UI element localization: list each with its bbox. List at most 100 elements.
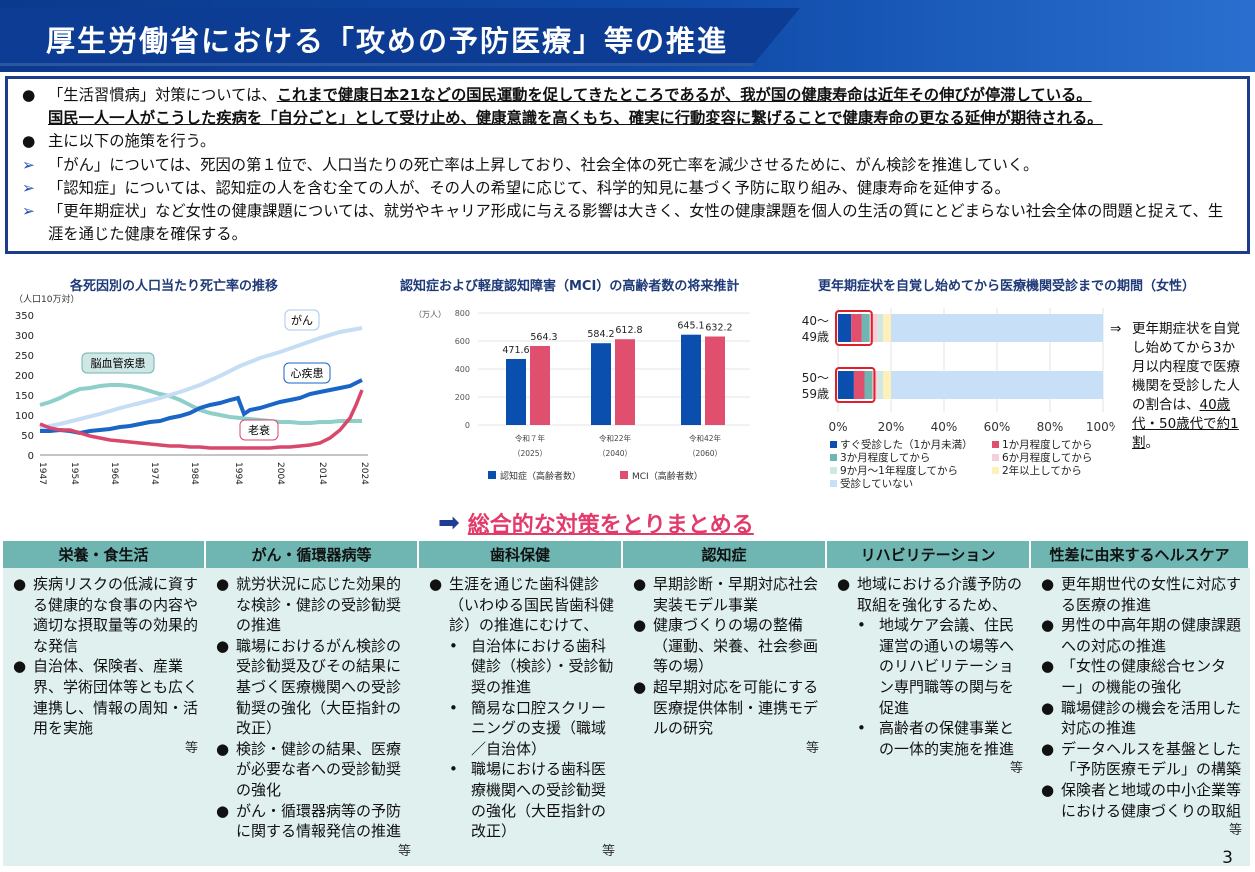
summary-line-2: 国民一人一人がこうした疾病を「自分ごと」として受け止め、健康意識を高くもち、確実… [22, 107, 1237, 130]
column-body: ● 就労状況に応じた効果的な検診・健診の受診勧奨の推進 ● 職場におけるがん検診の受診… [206, 568, 419, 862]
column-item: ● データヘルスを基盤とした「予防医療モデル」の構築 [1039, 739, 1242, 780]
chart1-x-tick: 1954 [69, 462, 79, 485]
chart2-value-mci: 612.8 [615, 325, 642, 336]
column-header: がん・循環器病等 [206, 541, 419, 568]
column-item: ● がん・循環器病等の予防に関する情報発信の推進 [214, 801, 411, 842]
policy-column: リハビリテーション ● 地域における介護予防の取組を強化するため、 • 地域ケア会議、住… [827, 541, 1031, 866]
column-body: ● 地域における介護予防の取組を強化するため、 • 地域ケア会議、住民運営の通いの場等… [827, 568, 1031, 780]
column-header: 歯科保健 [419, 541, 623, 568]
summary-text: 主に以下の施策を行う。 [48, 132, 216, 151]
policy-column: 歯科保健 ● 生涯を通じた歯科健診（いわゆる国民皆歯科健診）の推進にむけて、 • 自治体… [419, 541, 623, 866]
header-bar: 厚生労働省における「攻めの予防医療」等の推進 [0, 0, 1255, 72]
chart3-segment [838, 314, 852, 342]
chart3-row-label: 40～ [802, 314, 829, 328]
summary-banner: ➡ 総合的な対策をとりまとめる [438, 508, 754, 538]
chart1-x-tick: 1964 [109, 462, 119, 485]
chart1-title: 各死因別の人口当たり死亡率の推移 [70, 279, 279, 294]
chart2-bar-mci [705, 336, 725, 425]
column-item: ● 職場におけるがん検診の受診勧奨及びその結果に基づく医療機関への受診勧奨の強化（… [214, 636, 411, 739]
column-item-text: 職場におけるがん検診の受診勧奨及びその結果に基づく医療機関への受診勧奨の強化（大… [236, 636, 402, 738]
column-item-text: 早期診断・早期対応社会実装モデル事業 [653, 575, 819, 614]
column-header: 栄養・食生活 [3, 541, 206, 568]
column-item: ● 職場健診の機会を活用した対応の推進 [1039, 698, 1242, 739]
chart3-legend-label: 1か月程度してから [1002, 438, 1092, 451]
chart1-label-box-senility [239, 419, 279, 441]
column-etc: 等 [184, 740, 198, 756]
bullet-dot: ● [1041, 739, 1055, 758]
chart1-label-stroke: 脳血管疾患 [91, 356, 146, 370]
arrow-bullet-icon: ➢ [22, 202, 35, 221]
page-title: 厚生労働省における「攻めの予防医療」等の推進 [46, 24, 729, 58]
note-text: 更年期症状を自覚し始めてから3か月以内程度で医療機関を受診した人の割合は、 [1132, 321, 1240, 413]
chart3-legend-swatch [992, 441, 999, 448]
chart1-y-tick: 200 [15, 371, 34, 382]
column-item-text: 自治体、保険者、産業界、学術団体等とも広く連携し、情報の周知・活用を実施 [33, 657, 199, 738]
policy-column: 性差に由来するヘルスケア ● 更年期世代の女性に対応する医療の推進 ● 男性の中高年期の… [1031, 541, 1250, 866]
bullet-dot: ● [633, 616, 647, 635]
arrow-bullet-icon: ➢ [22, 178, 35, 197]
summary-emphasis: これまで健康日本21などの国民運動を促してきたところであるが、我が国の健康寿命は… [276, 86, 1092, 104]
chart2-y-tick: 0 [465, 421, 470, 430]
column-item-text: 疾病リスクの低減に資する健康的な食事の内容や適切な摂取量等の効果的な発信 [33, 575, 199, 655]
column-item: ● 男性の中高年期の健康課題への対応の推進 [1039, 615, 1242, 656]
summary-box: ● 「生活習慣病」対策については、これまで健康日本21などの国民運動を促してきた… [5, 76, 1250, 254]
bullet-dot: ● [216, 575, 230, 593]
chart3-legend-swatch [830, 441, 837, 448]
summary-line-4: ➢ 「がん」については、死因の第１位で、人口当たりの死亡率は上昇しており、社会全… [22, 154, 1237, 177]
column-header: 性差に由来するヘルスケア [1031, 541, 1250, 568]
column-subitem: • 高齢者の保健事業との一体的実施を推進 [835, 718, 1023, 759]
chart3-stacked-bars: 0% 20% 40% 60% 80% 100% 40～ 49歳 50～ 59歳 すぐ受診した（1… [802, 308, 1115, 490]
title-band [0, 8, 800, 66]
column-header: リハビリテーション [827, 541, 1031, 568]
chart3-row-label: 49歳 [802, 330, 829, 344]
chart3-legend-swatch [830, 454, 837, 461]
page-number: 3 [1222, 848, 1233, 868]
column-item: ● 早期診断・早期対応社会実装モデル事業 [631, 574, 819, 615]
chart1-y-tick: 150 [15, 391, 34, 402]
column-body: ● 早期診断・早期対応社会実装モデル事業 ● 健康づくりの場の整備（運動、栄養、社会参… [623, 568, 827, 759]
column-subitem-text: 簡易な口腔スクリーニングの支援（職域／自治体） [471, 698, 607, 758]
chart3-legend-label: 2年以上してから [1002, 464, 1082, 477]
chart2-x-label: 令和７年 [515, 433, 545, 443]
chart1-label-box-heart [283, 362, 331, 384]
chart2-x-label: 令和42年 [689, 433, 722, 443]
chart1-label-cancer: がん [291, 313, 313, 327]
chart3-legend-label: 3か月程度してから [840, 451, 930, 464]
chart3-legend-swatch [992, 467, 999, 474]
chart2-value-dementia: 471.6 [502, 345, 529, 356]
summary-line-5: ➢ 「認知症」については、認知症の人を含む全ての人が、その人の希望に応じて、科学… [22, 177, 1237, 200]
chart3-segment [851, 314, 862, 342]
chart2-y-tick: 800 [455, 309, 470, 318]
chart1-label-box-cancer [284, 309, 320, 331]
column-item: ● 生涯を通じた歯科健診（いわゆる国民皆歯科健診）の推進にむけて、 [427, 574, 615, 636]
summary-text: 「認知症」については、認知症の人を含む全ての人が、その人の希望に応じて、科学的知… [48, 178, 1010, 197]
chart3-segment [864, 371, 873, 399]
column-item-text: がん・循環器病等の予防に関する情報発信の推進 [236, 801, 402, 841]
column-body: ● 生涯を通じた歯科健診（いわゆる国民皆歯科健診）の推進にむけて、 • 自治体における… [419, 568, 623, 862]
column-item-text: 検診・健診の結果、医療が必要な者への受診勧奨の強化 [236, 739, 402, 799]
summary-line-6: ➢ 「更年期症状」など女性の健康課題については、就労やキャリア形成に与える影響は… [22, 200, 1232, 246]
column-subitem: • 簡易な口腔スクリーニングの支援（職域／自治体） [427, 698, 615, 760]
chart2-bar-dementia [591, 343, 611, 425]
summary-line-3: ● 主に以下の施策を行う。 [22, 130, 1237, 153]
chart3-legend-swatch [830, 480, 837, 487]
chart1-y-tick: 50 [21, 431, 34, 442]
chart2-x-label: 令和22年 [599, 433, 632, 443]
chart3-segment [877, 314, 884, 342]
chart2-y-tick: 400 [455, 365, 470, 374]
chart1-line-senility [39, 389, 364, 450]
summary-text: 「生活習慣病」対策については、 [48, 86, 277, 104]
column-item: ● 検診・健診の結果、医療が必要な者への受診勧奨の強化 [214, 739, 411, 801]
bullet-dot: ● [216, 636, 230, 655]
policy-column: 栄養・食生活 ● 疾病リスクの低減に資する健康的な食事の内容や適切な摂取量等の効果的… [3, 541, 206, 866]
bullet-dot: ● [633, 575, 647, 593]
chart1-y-tick: 350 [15, 311, 34, 322]
column-etc: 等 [1009, 761, 1023, 777]
chart1-x-tick: 1974 [149, 462, 159, 485]
chart3-segment [853, 371, 865, 399]
chart2-value-dementia: 584.2 [587, 329, 614, 340]
column-item: ● 自治体、保険者、産業界、学術団体等とも広く連携し、情報の周知・活用を実施 [11, 656, 198, 738]
